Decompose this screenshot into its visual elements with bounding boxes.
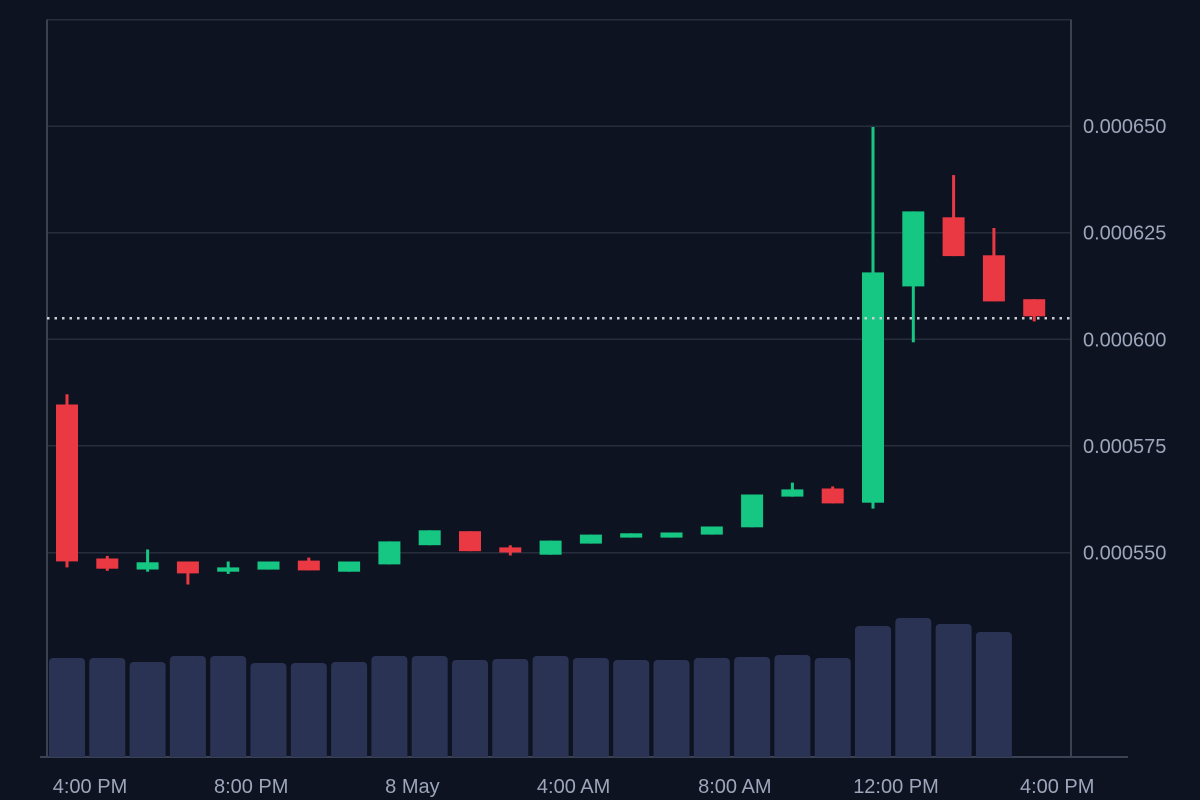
candle-body	[902, 211, 925, 287]
volume-bar[interactable]	[572, 658, 609, 763]
candle[interactable]	[217, 561, 240, 574]
volume-bar[interactable]	[492, 659, 529, 763]
candle-body	[459, 531, 481, 552]
candle[interactable]	[982, 228, 1005, 302]
candles	[56, 127, 1046, 585]
x-axis-label: 4:00 PM	[1020, 776, 1094, 798]
volume-bar[interactable]	[49, 658, 85, 763]
x-axis-labels: 4:00 PM 8:00 PM 8 May 4:00 AM 8:00 AM 12:00 P…	[53, 776, 1095, 798]
candle-body	[297, 560, 320, 571]
candle[interactable]	[620, 533, 643, 538]
x-axis-label: 4:00 AM	[537, 776, 610, 798]
candle[interactable]	[942, 175, 965, 257]
candle-body	[338, 561, 361, 572]
candle[interactable]	[1023, 299, 1046, 322]
volume-bar[interactable]	[895, 618, 932, 763]
candle-body	[579, 534, 602, 544]
volume-bar[interactable]	[129, 662, 166, 763]
candle-body	[1023, 299, 1046, 317]
volume-bar[interactable]	[693, 658, 730, 763]
candle[interactable]	[418, 530, 441, 546]
candle[interactable]	[459, 531, 481, 552]
volume-bar[interactable]	[653, 660, 690, 763]
candle-body	[700, 526, 723, 535]
volume-bar[interactable]	[855, 626, 891, 763]
volume-bars	[49, 618, 1012, 763]
candle[interactable]	[56, 394, 78, 568]
y-axis-labels: 0.000650 0.000625 0.000600 0.000575 0.000550	[1083, 116, 1166, 564]
candle-body	[378, 541, 401, 565]
volume-bar[interactable]	[210, 656, 247, 763]
volume-bar[interactable]	[975, 632, 1012, 763]
y-axis-label: 0.000600	[1083, 329, 1166, 351]
candle-body	[620, 533, 643, 538]
candle[interactable]	[257, 561, 280, 570]
volume-bar[interactable]	[814, 658, 851, 763]
candle[interactable]	[136, 549, 159, 572]
candle[interactable]	[539, 540, 562, 555]
candle[interactable]	[176, 561, 199, 585]
volume-bar[interactable]	[169, 656, 206, 763]
candle-body	[96, 558, 119, 569]
candle[interactable]	[700, 526, 723, 535]
candle[interactable]	[378, 541, 401, 565]
candle[interactable]	[781, 482, 804, 497]
candle-body	[136, 562, 159, 570]
y-axis-label: 0.000575	[1083, 436, 1166, 458]
candle-body	[660, 532, 683, 538]
y-axis-label: 0.000625	[1083, 223, 1166, 245]
volume-bar[interactable]	[734, 657, 771, 763]
volume-bar[interactable]	[532, 656, 569, 763]
candle[interactable]	[902, 211, 925, 343]
volume-bar[interactable]	[411, 656, 448, 763]
candle-body	[781, 489, 804, 497]
candle-body	[257, 561, 280, 570]
candle-body	[821, 488, 844, 504]
candle-body	[499, 547, 522, 553]
x-axis-label: 12:00 PM	[853, 776, 939, 798]
volume-bar[interactable]	[290, 663, 327, 763]
candle-body	[56, 404, 78, 562]
volume-bar[interactable]	[774, 655, 811, 763]
candle-body	[862, 272, 884, 503]
x-axis-label: 4:00 PM	[53, 776, 127, 798]
volume-bar[interactable]	[250, 663, 287, 763]
volume-bar[interactable]	[331, 662, 368, 763]
candle[interactable]	[338, 561, 361, 572]
x-axis-label: 8:00 PM	[214, 776, 288, 798]
volume-bar[interactable]	[935, 624, 972, 763]
x-axis-label: 8:00 AM	[698, 776, 771, 798]
candle-body	[741, 494, 764, 528]
candle-body	[217, 567, 240, 572]
candle-body	[418, 530, 441, 546]
candle[interactable]	[579, 534, 602, 544]
candle[interactable]	[660, 532, 683, 538]
candle-body	[982, 255, 1005, 302]
volume-bar[interactable]	[452, 660, 488, 763]
candle-body	[942, 217, 965, 257]
candle[interactable]	[741, 494, 764, 528]
candle[interactable]	[297, 557, 320, 571]
candle[interactable]	[821, 486, 844, 504]
candle-wick	[952, 175, 956, 257]
candle-body	[176, 561, 199, 574]
candle[interactable]	[96, 555, 119, 571]
volume-bar[interactable]	[613, 660, 650, 763]
y-axis-label: 0.000650	[1083, 116, 1166, 138]
volume-bar[interactable]	[371, 656, 408, 763]
candle-body	[539, 540, 562, 555]
candle[interactable]	[499, 545, 522, 556]
y-axis-label: 0.000550	[1083, 543, 1166, 565]
x-axis-label: 8 May	[385, 776, 439, 798]
candle-wick	[146, 549, 150, 572]
volume-bar[interactable]	[89, 658, 126, 763]
